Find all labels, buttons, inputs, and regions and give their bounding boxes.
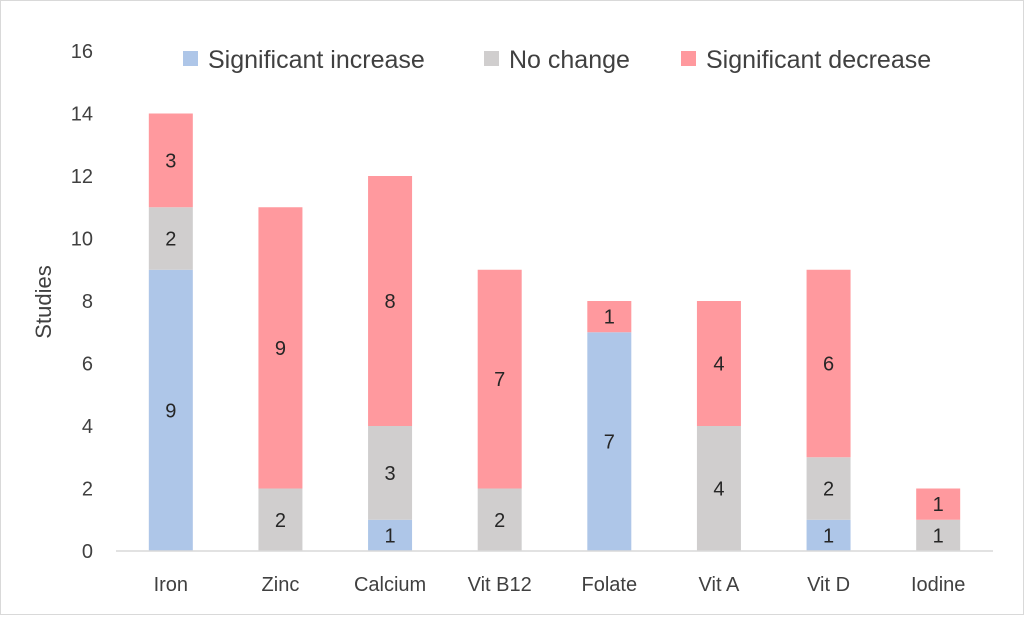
bar-iron-no-change (148, 207, 193, 270)
data-label-iodine-significant-decrease: 1 (933, 494, 944, 516)
y-tick-label-8: 8 (82, 291, 93, 313)
bar-vit-b12-no-change (477, 488, 522, 551)
bar-iodine-significant-decrease (916, 488, 961, 520)
x-tick-label-iodine: Iodine (911, 574, 966, 596)
data-label-calcium-significant-increase: 1 (385, 525, 396, 547)
data-label-vit-a-no-change: 4 (713, 479, 724, 501)
data-label-vit-d-significant-increase: 1 (823, 525, 834, 547)
bar-vit-d-no-change (806, 457, 851, 520)
bar-vit-a-significant-decrease (696, 301, 741, 426)
x-axis-ticks: Iron Zinc Calcium Vit B12 Folate Vit A Vit D Io… (154, 574, 966, 596)
x-tick-label-iron: Iron (154, 574, 188, 596)
data-label-folate-significant-decrease: 1 (604, 307, 615, 329)
y-axis-title: Studies (31, 265, 56, 338)
bar-folate-significant-increase (587, 332, 632, 551)
bar-calcium-significant-increase (368, 519, 413, 551)
y-tick-label-10: 10 (71, 229, 93, 251)
y-tick-label-6: 6 (82, 354, 93, 376)
x-tick-label-vit-a: Vit A (699, 574, 740, 596)
data-label-iodine-no-change: 1 (933, 525, 944, 547)
legend-swatch-significant-increase (183, 51, 198, 66)
y-tick-label-0: 0 (82, 541, 93, 563)
data-label-iron-significant-increase: 9 (165, 400, 176, 422)
y-tick-label-12: 12 (71, 166, 93, 188)
bar-iron-significant-decrease (148, 113, 193, 208)
data-label-calcium-significant-decrease: 8 (385, 291, 396, 313)
data-label-iron-significant-decrease: 3 (165, 150, 176, 172)
y-tick-label-14: 14 (71, 104, 93, 126)
bar-vit-d-significant-decrease (806, 269, 851, 458)
data-label-folate-significant-increase: 7 (604, 432, 615, 454)
legend-label-no-change: No change (509, 46, 630, 74)
data-label-zinc-no-change: 2 (275, 510, 286, 532)
data-label-vit-b12-significant-decrease: 7 (494, 369, 505, 391)
bar-vit-a-no-change (696, 426, 741, 551)
x-tick-label-calcium: Calcium (354, 574, 426, 596)
y-tick-label-16: 16 (71, 41, 93, 63)
x-tick-label-zinc: Zinc (262, 574, 300, 596)
bar-zinc-no-change (258, 488, 303, 551)
x-tick-label-vit-d: Vit D (807, 574, 850, 596)
bars: 9 2 3 2 9 1 3 8 2 7 7 1 4 4 1 2 6 1 1 (148, 113, 961, 551)
legend-swatch-no-change (484, 51, 499, 66)
bar-folate-significant-decrease (587, 301, 632, 333)
data-label-iron-no-change: 2 (165, 229, 176, 251)
bar-calcium-no-change (368, 426, 413, 520)
data-label-vit-d-no-change: 2 (823, 479, 834, 501)
data-label-zinc-significant-decrease: 9 (275, 338, 286, 360)
y-tick-label-2: 2 (82, 479, 93, 501)
x-tick-label-vit-b12: Vit B12 (468, 574, 532, 596)
data-label-vit-d-significant-decrease: 6 (823, 354, 834, 376)
bar-zinc-significant-decrease (258, 207, 303, 489)
bar-iron-significant-increase (148, 269, 193, 551)
bar-vit-d-significant-increase (806, 519, 851, 551)
x-tick-label-folate: Folate (582, 574, 638, 596)
y-tick-label-4: 4 (82, 416, 93, 438)
data-label-calcium-no-change: 3 (385, 463, 396, 485)
legend: Significant increase No change Significant… (183, 46, 931, 74)
bar-calcium-significant-decrease (368, 176, 413, 426)
data-label-vit-b12-no-change: 2 (494, 510, 505, 532)
legend-swatch-significant-decrease (681, 51, 696, 66)
bar-iodine-no-change (916, 519, 961, 551)
bar-vit-b12-significant-decrease (477, 269, 522, 489)
data-label-vit-a-significant-decrease: 4 (713, 354, 724, 376)
y-axis-ticks: 0 2 4 6 8 10 12 14 16 (71, 41, 93, 563)
legend-label-significant-decrease: Significant decrease (706, 46, 931, 74)
legend-label-significant-increase: Significant increase (208, 46, 425, 74)
